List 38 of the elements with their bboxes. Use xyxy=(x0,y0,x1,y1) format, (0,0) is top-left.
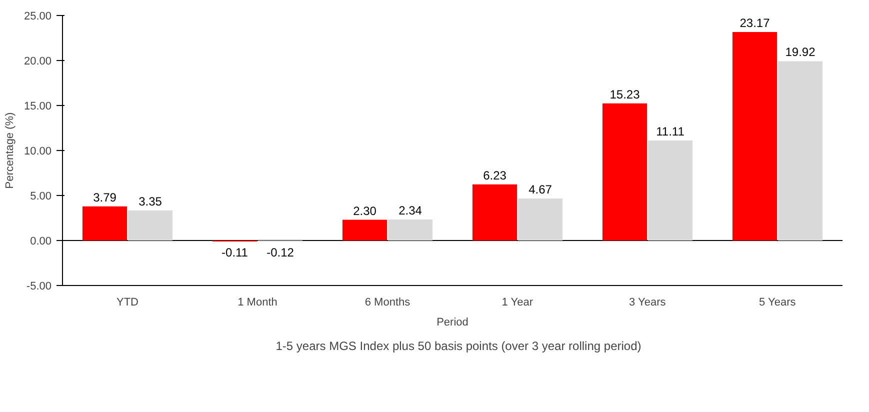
y-tick-label: 10.00 xyxy=(24,146,52,158)
y-tick-label: 5.00 xyxy=(30,190,52,202)
bar xyxy=(388,219,433,240)
data-label: 19.92 xyxy=(785,45,816,60)
bar xyxy=(648,140,693,240)
bar xyxy=(128,210,173,240)
data-label: 3.79 xyxy=(93,190,117,204)
data-label: 3.35 xyxy=(138,194,162,208)
data-label: 6.23 xyxy=(483,168,507,182)
data-label: 15.23 xyxy=(610,87,640,102)
x-tick-label: 3 Years xyxy=(629,296,666,308)
data-label: 2.30 xyxy=(353,204,377,218)
x-tick-label: 1 Year xyxy=(502,296,534,308)
x-tick-label: 6 Months xyxy=(364,296,411,308)
bar xyxy=(82,206,128,240)
x-tick-label: YTD xyxy=(116,296,139,308)
y-tick-label: 15.00 xyxy=(24,100,52,112)
data-label: 4.67 xyxy=(528,182,552,196)
data-label: 2.34 xyxy=(398,203,422,218)
data-label: -0.12 xyxy=(266,246,294,260)
bar xyxy=(342,220,388,240)
y-axis-title: Percentage (%) xyxy=(4,112,16,189)
bar xyxy=(778,61,823,240)
data-label: 23.17 xyxy=(740,16,770,30)
y-tick-label: -5.00 xyxy=(26,280,52,292)
text: 1-5 years MGS Index plus 50 basis points (over 3 year rolling period) xyxy=(276,339,642,353)
y-tick-label: 0.00 xyxy=(30,236,52,248)
x-tick-label: 1 Month xyxy=(238,296,278,308)
x-axis-title: Period xyxy=(436,316,468,328)
bar xyxy=(602,103,648,240)
x-tick-label: 5 Years xyxy=(759,296,796,308)
bar xyxy=(732,32,778,240)
data-label: -0.11 xyxy=(222,245,248,260)
bar xyxy=(518,198,563,240)
y-tick-label: 25.00 xyxy=(24,10,52,22)
y-tick-label: 20.00 xyxy=(24,56,52,68)
bar xyxy=(472,184,518,240)
data-label: 11.11 xyxy=(656,124,685,139)
